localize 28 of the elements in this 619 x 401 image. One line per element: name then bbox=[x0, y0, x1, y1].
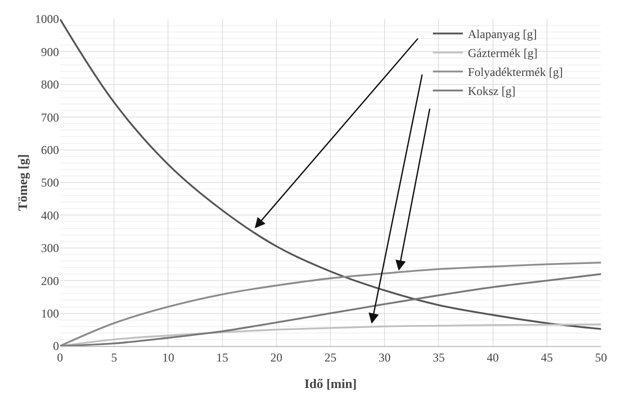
x-tick-label: 40 bbox=[486, 350, 499, 364]
legend-label: Gáztermék [g] bbox=[468, 46, 538, 60]
x-tick-label: 25 bbox=[324, 350, 336, 364]
x-tick-label: 20 bbox=[270, 350, 282, 364]
x-tick-label: 35 bbox=[432, 350, 445, 364]
y-tick-label: 0 bbox=[53, 339, 59, 354]
y-tick-label: 800 bbox=[41, 78, 59, 92]
y-axis-title: Tömeg [g] bbox=[14, 154, 30, 211]
y-tick-label: 100 bbox=[41, 306, 59, 320]
x-tick-label: 45 bbox=[540, 350, 553, 364]
line-series bbox=[60, 19, 601, 330]
legend-label: Folyadéktermék [g] bbox=[468, 65, 563, 80]
y-tick-label: 1000 bbox=[35, 12, 59, 26]
y-tick-label: 200 bbox=[41, 274, 59, 288]
x-tick-label: 10 bbox=[162, 350, 174, 364]
x-tick-label: 30 bbox=[378, 350, 391, 364]
y-tick-label: 400 bbox=[41, 208, 59, 222]
x-tick-label: 50 bbox=[595, 350, 607, 364]
y-tick-label: 900 bbox=[41, 44, 59, 59]
x-tick-label: 15 bbox=[216, 350, 228, 364]
legend-label: Koksz [g] bbox=[468, 84, 516, 98]
legend-label: Alapanyag [g] bbox=[468, 27, 537, 42]
x-axis-title: Idő [min] bbox=[304, 376, 357, 391]
y-tick-label: 500 bbox=[41, 176, 59, 190]
y-tick-label: 300 bbox=[41, 241, 59, 256]
y-tick-label: 600 bbox=[41, 143, 59, 157]
y-tick-label: 700 bbox=[41, 110, 59, 124]
x-tick-label: 5 bbox=[111, 350, 118, 364]
